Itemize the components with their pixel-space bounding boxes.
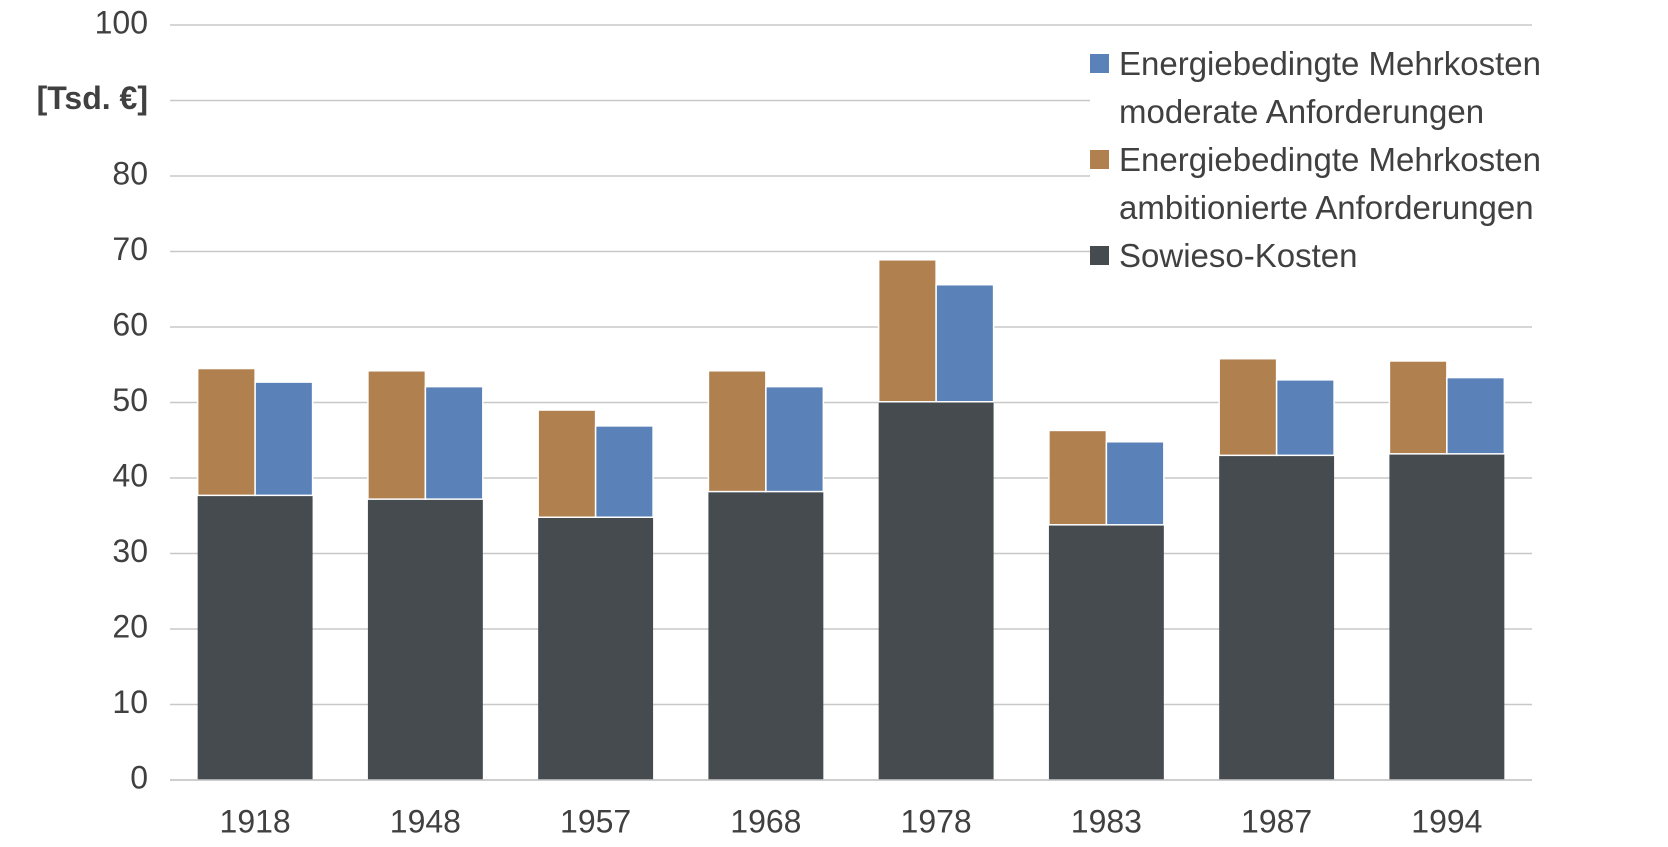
y-tick-label: 40 xyxy=(112,457,148,493)
bar xyxy=(765,385,825,493)
y-tick-label: 0 xyxy=(130,759,148,795)
bar xyxy=(1218,357,1278,457)
bar xyxy=(1389,453,1505,780)
bar xyxy=(367,370,427,500)
x-tick-label: 1918 xyxy=(220,803,291,839)
x-tick-label: 1968 xyxy=(730,803,801,839)
x-tick-label: 1957 xyxy=(560,803,631,839)
bar xyxy=(1219,455,1335,780)
x-tick-label: 1987 xyxy=(1241,803,1312,839)
bar xyxy=(254,381,314,497)
bar xyxy=(1048,524,1164,780)
bar xyxy=(594,425,654,519)
legend-label: Sowieso-Kosten xyxy=(1119,237,1358,274)
bar xyxy=(1048,429,1108,526)
legend-item: Sowieso-Kosten xyxy=(1090,232,1668,280)
bar xyxy=(877,259,937,403)
bar xyxy=(878,401,994,780)
bar xyxy=(708,491,824,780)
legend: Energiebedingte Mehrkosten moderate Anfo… xyxy=(1090,40,1668,280)
x-tick-label: 1983 xyxy=(1071,803,1142,839)
legend-swatch xyxy=(1090,54,1109,73)
bar xyxy=(935,283,995,403)
bar xyxy=(1105,441,1165,526)
bar xyxy=(367,499,483,780)
y-tick-label: 100 xyxy=(95,4,148,40)
x-tick-label: 1994 xyxy=(1411,803,1482,839)
legend-label: Energiebedingte Mehrkosten ambitionierte… xyxy=(1119,141,1541,226)
y-tick-label: 50 xyxy=(112,382,148,418)
x-tick-label: 1978 xyxy=(901,803,972,839)
y-tick-label: 80 xyxy=(112,155,148,191)
y-tick-label: 20 xyxy=(112,608,148,644)
legend-swatch xyxy=(1090,150,1109,169)
y-tick-label: 30 xyxy=(112,533,148,569)
y-tick-label: 60 xyxy=(112,306,148,342)
y-tick-label: [Tsd. €] xyxy=(37,80,148,116)
legend-item: Energiebedingte Mehrkosten ambitionierte… xyxy=(1090,136,1668,232)
legend-label: Energiebedingte Mehrkosten moderate Anfo… xyxy=(1119,45,1541,130)
bar xyxy=(1388,360,1448,455)
y-tick-label: 70 xyxy=(112,231,148,267)
y-tick-label: 10 xyxy=(112,684,148,720)
legend-item: Energiebedingte Mehrkosten moderate Anfo… xyxy=(1090,40,1668,136)
bar xyxy=(1275,379,1335,457)
bar xyxy=(1446,376,1506,455)
bar xyxy=(707,370,767,493)
legend-swatch xyxy=(1090,246,1109,265)
bar xyxy=(424,385,484,500)
bar xyxy=(538,517,654,780)
bar xyxy=(537,409,597,519)
x-tick-label: 1948 xyxy=(390,803,461,839)
bar xyxy=(196,367,256,497)
bar xyxy=(197,495,313,780)
